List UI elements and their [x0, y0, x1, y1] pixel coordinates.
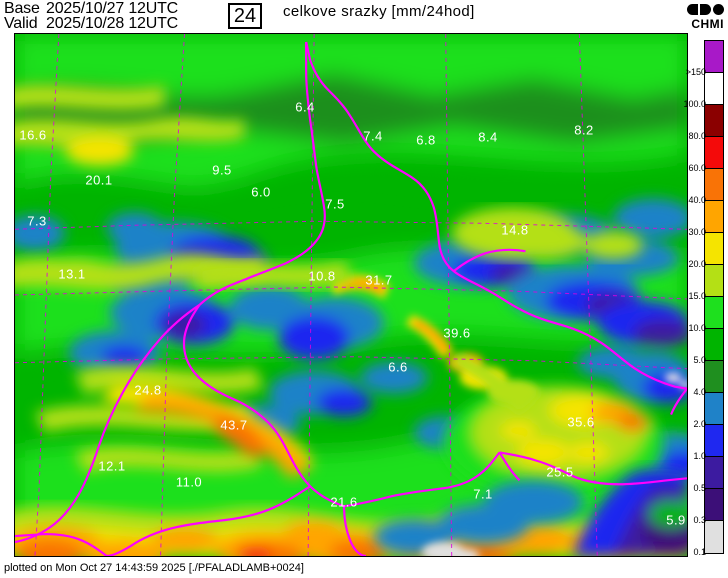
logo-mark-icon — [687, 4, 724, 15]
colorbar — [704, 40, 724, 554]
header-bar: Base 2025/10/27 12UTC Valid 2025/10/28 12U… — [0, 0, 728, 32]
value-label: 8.4 — [478, 129, 498, 145]
value-label: 39.6 — [443, 325, 471, 341]
valid-value: 2025/10/28 12UTC — [46, 15, 179, 32]
colorbar-swatch — [705, 105, 723, 137]
colorbar-swatch — [705, 265, 723, 297]
colorbar-swatch — [705, 521, 723, 553]
precipitation-field — [15, 34, 687, 556]
colorbar-swatch — [705, 73, 723, 105]
logo-text: CHMI — [691, 17, 724, 31]
value-annotation-layer: 16.620.17.313.124.843.712.111.035.654.92… — [15, 34, 687, 556]
colorbar-swatch — [705, 329, 723, 361]
colorbar-swatch — [705, 169, 723, 201]
forecast-hour-box: 24 — [228, 3, 262, 29]
plot-info-text: plotted on Mon Oct 27 14:43:59 2025 [./P… — [4, 562, 304, 574]
chmi-logo: CHMI — [664, 2, 724, 31]
country-borders — [15, 41, 687, 556]
colorbar-tick-label: 10.0 — [688, 323, 706, 333]
colorbar-swatch — [705, 201, 723, 233]
colorbar-tick-label: 0.1 — [693, 547, 706, 557]
colorbar-tick-label: 40.0 — [688, 195, 706, 205]
value-label: 24.8 — [134, 382, 162, 398]
logo-right-halfdisc-icon — [700, 4, 711, 15]
value-label: 12.1 — [98, 458, 126, 474]
colorbar-swatch — [705, 137, 723, 169]
value-label: 10.8 — [308, 268, 336, 284]
colorbar-tick-label: 0.3 — [693, 515, 706, 525]
colorbar-tick-label: 2.0 — [693, 419, 706, 429]
colorbar-swatch — [705, 297, 723, 329]
value-label: 7.3 — [27, 213, 47, 229]
value-label: 7.4 — [363, 128, 383, 144]
colorbar-tick-label: 100.0 — [683, 99, 706, 109]
graticule — [15, 34, 687, 556]
value-label: 25.5 — [546, 464, 574, 480]
value-label: 7.1 — [473, 486, 493, 502]
value-label: 6.0 — [251, 184, 271, 200]
base-time-line: Base 2025/10/27 12UTC — [4, 0, 178, 18]
logo-dot-icon — [713, 4, 724, 15]
colorbar-swatch — [705, 233, 723, 265]
value-label: 21.6 — [330, 494, 358, 510]
colorbar-tick-label: 1.0 — [693, 451, 706, 461]
colorbar-swatch — [705, 361, 723, 393]
page-title: celkove srazky [mm/24hod] — [283, 3, 475, 20]
colorbar-tick-label: 15.0 — [688, 291, 706, 301]
value-label: 31.7 — [365, 272, 393, 288]
base-value: 2025/10/27 12UTC — [46, 0, 179, 17]
colorbar-tick-label: 4.0 — [693, 387, 706, 397]
value-label: 7.5 — [325, 196, 345, 212]
colorbar-tick-label: 20.0 — [688, 259, 706, 269]
colorbar-swatch — [705, 489, 723, 521]
colorbar-swatch — [705, 41, 723, 73]
value-label: 11.0 — [175, 474, 203, 490]
colorbar-swatch — [705, 393, 723, 425]
value-label: 6.6 — [388, 359, 408, 375]
value-label: 9.5 — [212, 162, 232, 178]
base-label: Base — [4, 0, 40, 17]
colorbar-tick-label: 30.0 — [688, 227, 706, 237]
value-label: 5.9 — [666, 512, 686, 528]
value-label: 20.1 — [85, 172, 113, 188]
colorbar-tick-label: 60.0 — [688, 163, 706, 173]
colorbar-swatch — [705, 457, 723, 489]
value-label: 16.6 — [19, 127, 47, 143]
colorbar-tick-label: >150 — [685, 67, 706, 77]
valid-label: Valid — [4, 15, 38, 32]
map-panel[interactable]: 16.620.17.313.124.843.712.111.035.654.92… — [14, 33, 688, 557]
value-label: 13.1 — [58, 266, 86, 282]
value-label: 8.2 — [574, 122, 594, 138]
status-bar: plotted on Mon Oct 27 14:43:59 2025 [./P… — [0, 561, 728, 578]
value-label: 6.4 — [295, 99, 315, 115]
colorbar-tick-label: 0.5 — [693, 483, 706, 493]
colorbar-tick-label: 80.0 — [688, 131, 706, 141]
value-label: 35.6 — [567, 414, 595, 430]
colorbar-swatch — [705, 425, 723, 457]
colorbar-tick-label: 5.0 — [693, 355, 706, 365]
value-label: 43.7 — [220, 417, 248, 433]
value-label: 14.8 — [501, 222, 529, 238]
forecast-hour-value: 24 — [233, 5, 257, 27]
colorbar-tick-labels: >150 100.0 80.0 60.0 40.0 30.0 20.0 15.0 10.0 5.0… — [683, 40, 706, 557]
logo-left-halfdisc-icon — [687, 4, 698, 15]
valid-time-line: Valid 2025/10/28 12UTC — [4, 15, 178, 33]
value-label: 6.8 — [416, 132, 436, 148]
